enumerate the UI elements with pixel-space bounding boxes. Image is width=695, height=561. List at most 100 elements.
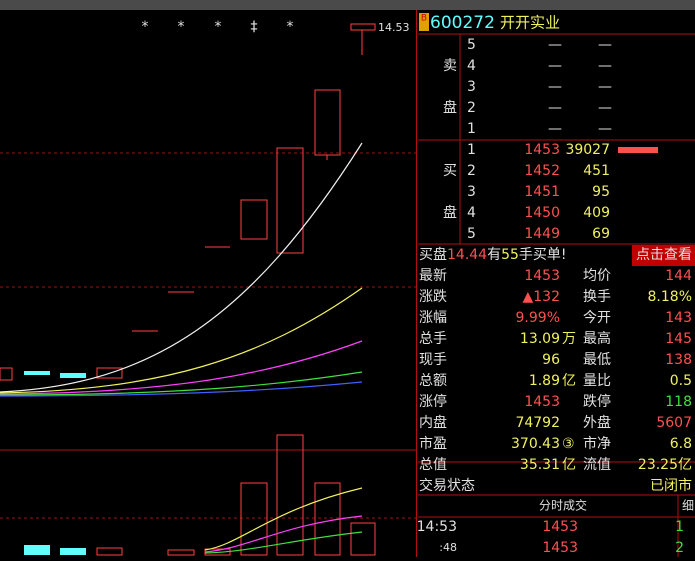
stat-label: 市净 [583,435,611,452]
level: 5 [467,37,476,53]
side-label: 盘 [443,99,457,116]
trade-time: :48 [439,541,457,554]
stat-label: 今开 [583,310,611,326]
notice-text: 55 [501,247,519,263]
stat-unit: 万 [562,331,576,347]
stat-label: 均价 [583,268,611,284]
marker: ‡ [251,19,258,35]
marker: * [287,19,294,35]
level: 4 [467,205,476,221]
stat-label: 总值 [419,457,447,473]
volume: 39027 [565,142,610,158]
notice-button[interactable]: 点击查看 [636,247,692,263]
stat-unit: 亿 [562,457,576,473]
trade-volume: 1 [675,519,684,535]
stat-value: 145 [665,331,692,347]
stat-label: 最新 [419,268,447,284]
stat-label: 总手 [419,331,447,347]
stat-value: 144 [665,268,692,284]
level: 2 [467,163,476,179]
trade-price: 1453 [542,540,578,556]
stat-value: 118 [665,394,692,410]
stat-value: 0.5 [670,373,692,389]
stat-value: 6.8 [670,436,692,452]
stat-label: 市盈 [419,435,447,452]
price: 1451 [524,184,560,200]
stat-label: 最高 [583,330,611,347]
stat-value: 8.18% [648,289,692,305]
stat-label: 流值 [583,457,611,473]
level: 4 [467,58,476,74]
stat-label: 涨幅 [419,310,447,326]
stat-value: 138 [665,352,692,368]
notice-text: 手买单! [519,247,567,263]
stat-label: 总额 [419,373,447,389]
stat-label: 跌停 [583,393,611,410]
price: 1450 [524,205,560,221]
volume: — [598,58,612,74]
tab[interactable]: 分时成交 [539,498,587,513]
stat-label: 现手 [419,352,447,368]
stat-value: 9.99% [516,310,560,326]
volume: — [598,37,612,53]
stat-label: 内盘 [419,414,447,431]
price: — [548,79,562,95]
stat-label: 外盘 [583,414,611,431]
stat-label: 交易状态 [419,477,475,494]
tab[interactable]: 细 [682,499,694,513]
volume: — [598,79,612,95]
stock-name: 开开实业 [500,14,560,32]
level: 3 [467,184,476,200]
stat-value: 5607 [656,415,692,431]
stat-unit: 亿 [562,373,576,389]
stat-value: 已闭市 [650,477,692,494]
level: 1 [467,121,476,137]
volume: 451 [583,163,610,179]
stat-value: 370.43 [511,436,560,452]
price: — [548,37,562,53]
stat-value: 96 [542,352,560,368]
price: 1453 [524,142,560,158]
stat-value: 1453 [524,268,560,284]
stat-label: 最低 [583,352,611,368]
notice-text: 有 [487,247,501,263]
stat-value: 13.09 [520,331,560,347]
stat-label: 涨跌 [419,289,447,305]
stat-label: 换手 [583,288,611,305]
side-label: 盘 [443,204,457,221]
price: — [548,58,562,74]
level: 3 [467,79,476,95]
volume: 95 [592,184,610,200]
price-label: 14.53 [378,21,410,34]
stat-value: 74792 [515,415,560,431]
stat-label: 量比 [583,373,611,389]
stat-value: 1.89 [529,373,560,389]
stat-value: 35.31 [520,457,560,473]
stat-unit: ③ [562,436,575,452]
stat-value: 1453 [524,394,560,410]
stat-value: ▲132 [523,289,561,305]
stock-code: 600272 [430,13,495,33]
side-label: 卖 [443,58,457,74]
price: — [548,121,562,137]
price: 1452 [524,163,560,179]
trade-price: 1453 [542,519,578,535]
badge: B [421,14,427,24]
volume: — [598,121,612,137]
trade-time: 14:53 [417,519,457,535]
volume: 409 [583,205,610,221]
marker: * [215,19,222,35]
stat-value: 143 [665,310,692,326]
level: 5 [467,226,476,242]
notice-text: 14.44 [447,247,487,263]
trade-volume: 2 [675,540,684,556]
side-label: 买 [443,163,457,179]
price: 1449 [524,226,560,242]
level: 1 [467,142,476,158]
price: — [548,100,562,116]
volume: — [598,100,612,116]
stat-value: 23.25亿 [638,457,692,473]
volume: 69 [592,226,610,242]
